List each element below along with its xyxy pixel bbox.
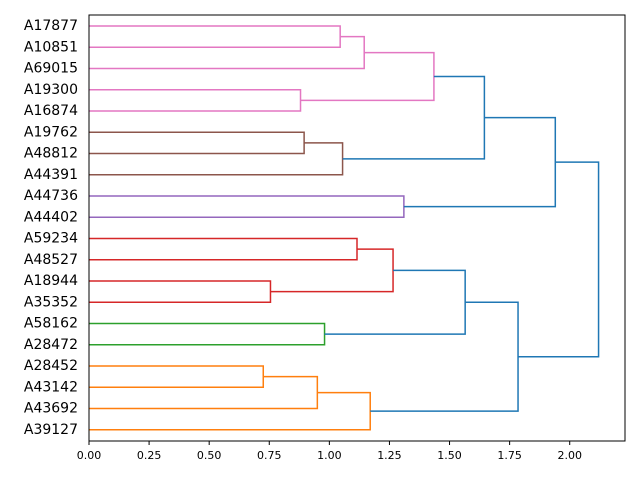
x-tick-label: 0.50 (197, 449, 222, 462)
leaf-label: A69015 (24, 61, 78, 77)
x-tick-label: 1.50 (437, 449, 462, 462)
leaf-label: A48812 (24, 146, 78, 162)
leaf-label: A16874 (24, 103, 78, 119)
dendrogram-link-0 (89, 25, 341, 48)
dendrogram-link-11 (270, 248, 394, 293)
dendrogram-link-13 (324, 269, 466, 335)
leaf-label: A44391 (24, 167, 78, 183)
plot-frame (88, 14, 626, 442)
dendrogram-link-7 (89, 195, 405, 218)
x-tick-label: 1.00 (317, 449, 342, 462)
leaf-label: A19762 (24, 124, 78, 140)
dendrogram-link-1 (89, 35, 365, 70)
leaf-label: A39127 (24, 422, 78, 438)
dendrogram-links (89, 25, 600, 431)
leaf-label: A43692 (24, 401, 78, 417)
dendrogram-link-8 (403, 116, 557, 208)
leaf-label: A59234 (24, 231, 78, 247)
dendrogram-link-10 (89, 280, 272, 303)
leaf-label: A43142 (24, 379, 78, 395)
dendrogram-link-4 (89, 131, 305, 155)
dendrogram-link-18 (518, 161, 600, 358)
dendrogram-link-6 (342, 75, 486, 160)
x-tick-label: 0.75 (257, 449, 282, 462)
x-tick-label: 0.00 (77, 449, 102, 462)
leaf-label: A28472 (24, 337, 78, 353)
dendrogram-link-15 (89, 375, 319, 410)
dendrogram-link-16 (89, 391, 371, 431)
leaf-label: A35352 (24, 294, 78, 310)
dendrogram-link-2 (89, 89, 302, 112)
leaf-label: A17877 (24, 18, 78, 34)
dendrogram-link-17 (370, 301, 519, 412)
leaf-labels: A17877 A10851 A69015 A19300 A16874 A19762 A488… (24, 18, 78, 438)
leaf-label: A10851 (24, 39, 78, 55)
x-tick-label: 2.00 (557, 449, 582, 462)
x-tick-label: 1.75 (497, 449, 522, 462)
x-tick-label: 1.25 (377, 449, 402, 462)
dendrogram-link-5 (89, 142, 344, 176)
leaf-label: A44402 (24, 209, 78, 225)
x-axis: 0.00 0.25 0.50 0.75 1.00 1.25 1.50 1.75 2.00 (77, 441, 582, 462)
x-tick-label: 0.25 (137, 449, 162, 462)
dendrogram-link-12 (89, 322, 326, 346)
leaf-label: A19300 (24, 82, 78, 98)
dendrogram-link-3 (300, 51, 435, 102)
dendrogram-link-14 (89, 365, 265, 388)
leaf-label: A18944 (24, 273, 78, 289)
leaf-label: A58162 (24, 316, 78, 332)
leaf-label: A44736 (24, 188, 78, 204)
leaf-label: A28452 (24, 358, 78, 374)
leaf-label: A48527 (24, 252, 78, 268)
dendrogram-link-9 (89, 237, 358, 261)
